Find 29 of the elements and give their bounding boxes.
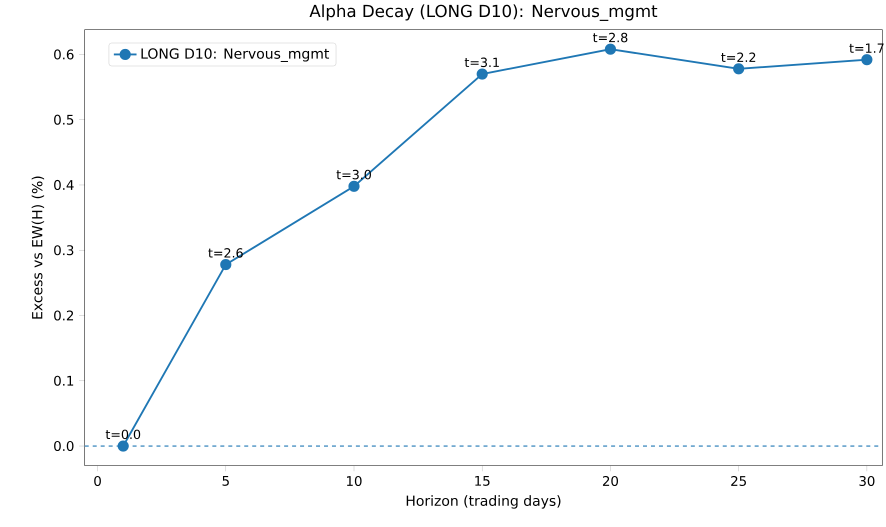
y-axis-title: Excess vs EW(H) (%) <box>32 176 44 318</box>
point <box>476 68 488 80</box>
y-tick-label: 0.5 <box>54 114 74 125</box>
point <box>604 43 616 55</box>
x-tick-label: 20 <box>602 476 618 486</box>
x-tick-label: 15 <box>475 476 490 486</box>
y-tick-label: 0.6 <box>54 49 74 60</box>
point <box>733 63 744 74</box>
point <box>861 54 872 66</box>
y-tick-label: 0.3 <box>54 244 74 256</box>
y-tick-label: 0.2 <box>54 310 74 320</box>
point <box>220 258 232 270</box>
x-tick-label: 30 <box>859 476 874 486</box>
x-axis-title: Horizon (trading days) <box>406 494 560 508</box>
annotation: t=2.8 <box>592 32 628 42</box>
annotation: t=3.1 <box>464 57 499 67</box>
point <box>118 440 129 452</box>
chart-title: Alpha Decay (LONG D10): Nervous_mgmt <box>310 4 658 21</box>
x-tick-label: 5 <box>222 476 229 486</box>
annotation: t=2.2 <box>721 52 756 62</box>
point <box>348 180 360 192</box>
y-tick-label: 0.1 <box>54 376 74 386</box>
x-tick-label: 0 <box>94 476 101 486</box>
y-tick-label: 0.4 <box>54 180 74 190</box>
x-tick-label: 10 <box>347 476 362 486</box>
annotation: t=2.6 <box>208 248 243 258</box>
x-tick-label: 25 <box>731 476 746 486</box>
legend-label: LONG D10: Nervous_mgmt <box>142 48 330 62</box>
y-tick-label: 0.0 <box>54 440 74 451</box>
